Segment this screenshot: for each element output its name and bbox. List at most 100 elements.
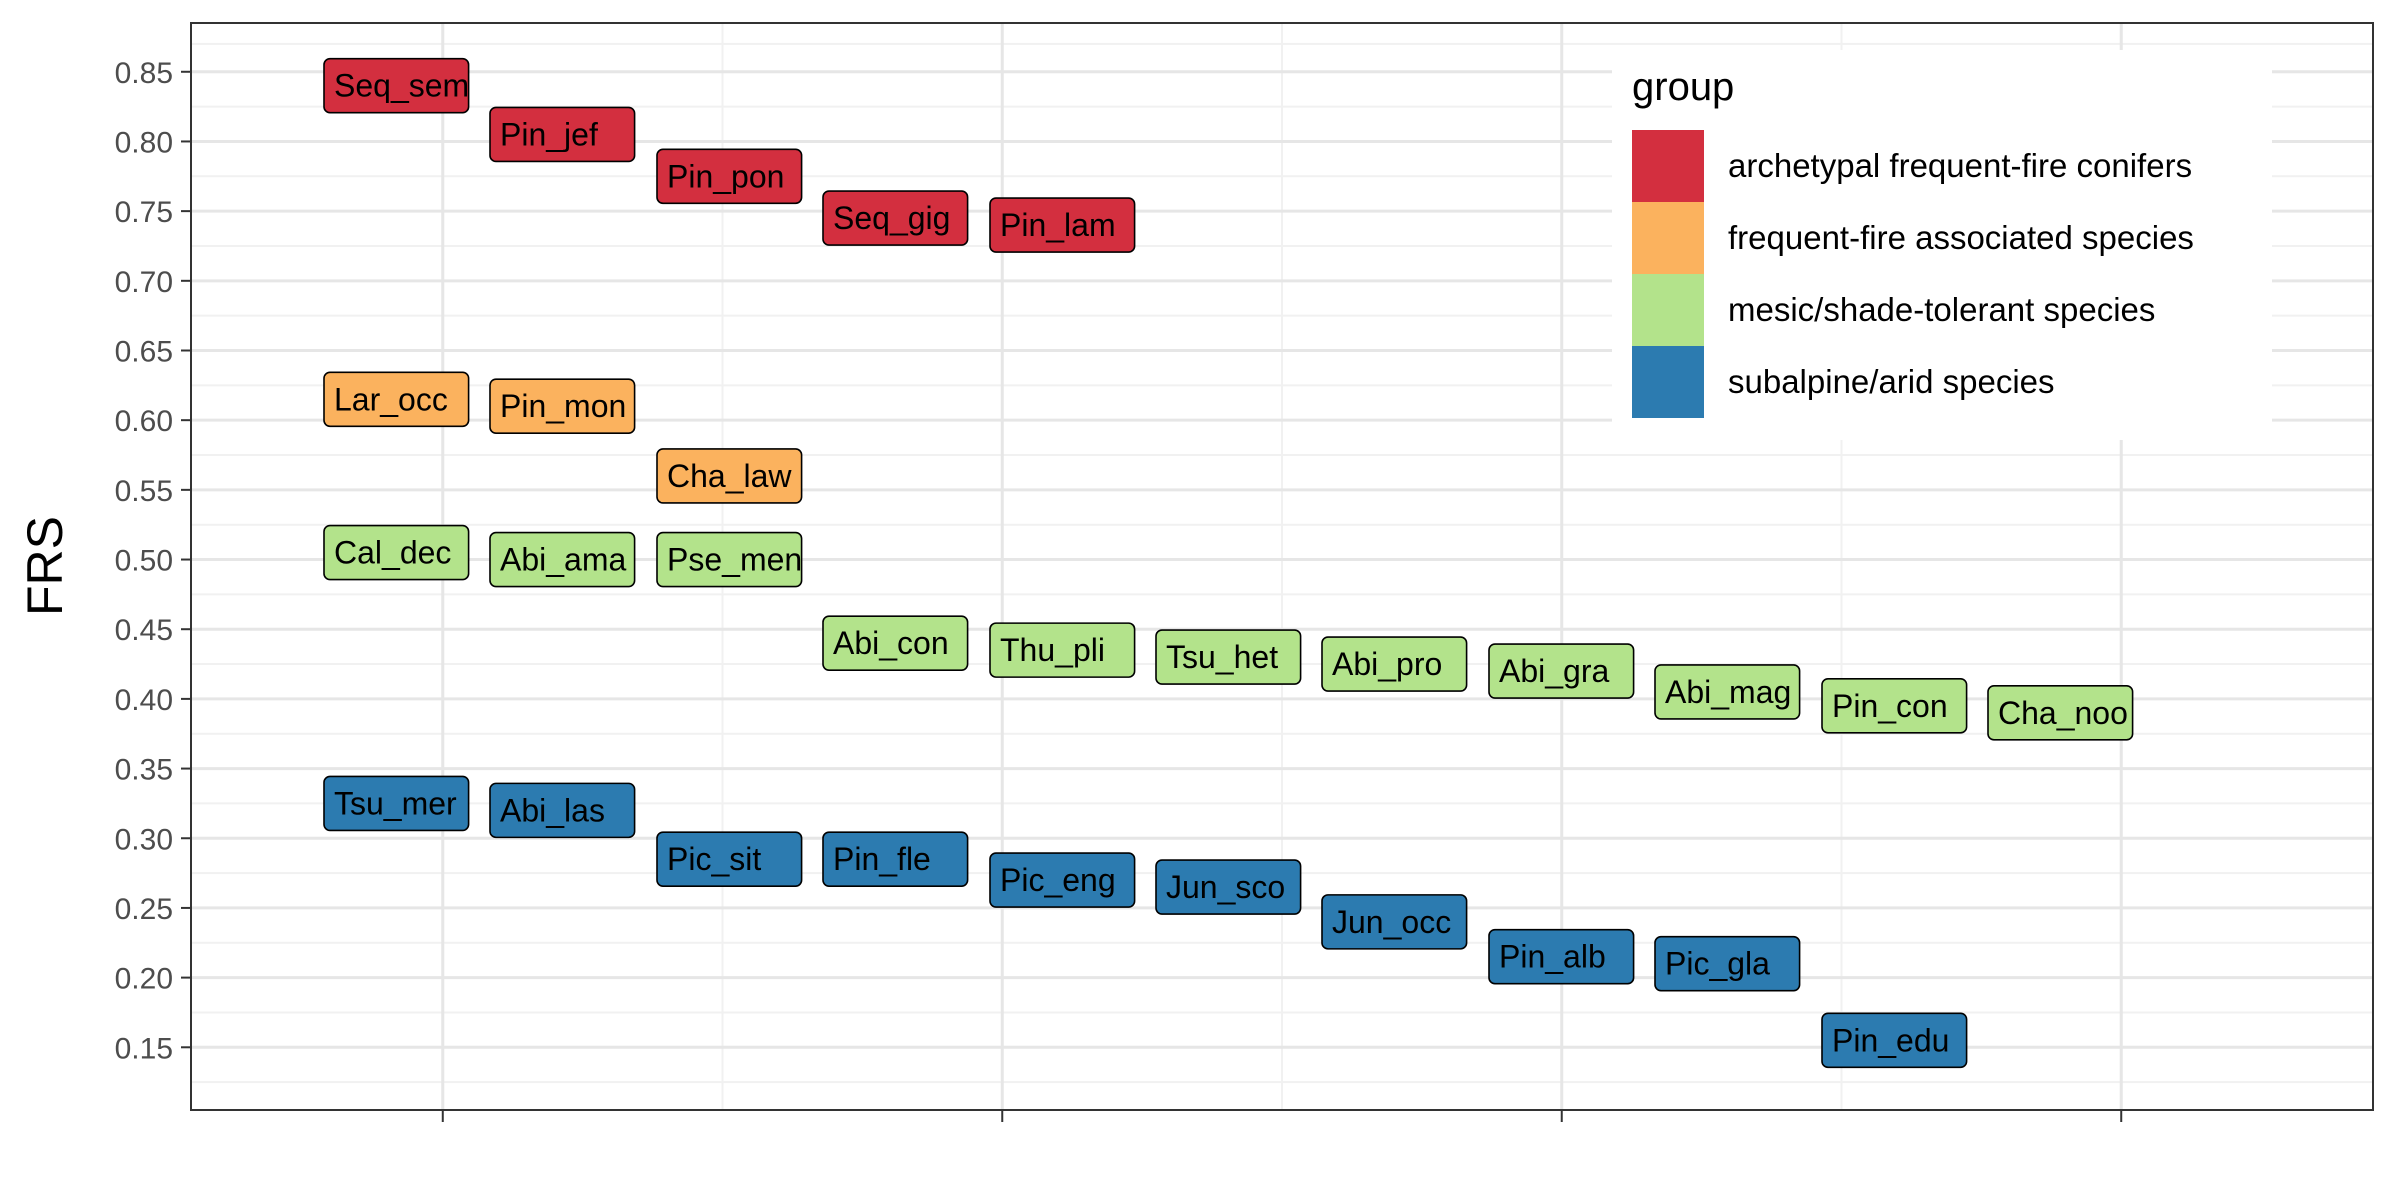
species-label-text: Jun_occ	[1332, 904, 1451, 940]
species-label: Pin_con	[1821, 678, 1968, 734]
species-label: Pic_gla	[1654, 935, 1801, 992]
species-label-text: Pse_men	[667, 542, 802, 578]
species-label: Cha_law	[656, 448, 803, 504]
species-label: Cal_dec	[323, 524, 470, 581]
species-label: Jun_occ	[1321, 894, 1468, 950]
species-label-box	[1155, 859, 1302, 915]
species-label: Lar_occ	[323, 371, 470, 428]
species-label-box	[1654, 935, 1801, 992]
legend-title: group	[1632, 65, 1734, 109]
species-label-box	[656, 531, 803, 588]
species-label: Pin_lam	[989, 197, 1136, 253]
species-label: Abi_mag	[1654, 664, 1801, 720]
species-label-box	[656, 448, 803, 504]
species-label-text: Pic_gla	[1665, 946, 1770, 982]
species-label-text: Abi_ama	[500, 542, 627, 578]
species-label-text: Pin_edu	[1832, 1022, 1949, 1058]
y-tick-label: 0.15	[115, 1032, 173, 1065]
y-tick-label: 0.55	[115, 475, 173, 508]
species-label: Tsu_mer	[323, 775, 470, 832]
species-label-text: Cha_noo	[1998, 695, 2128, 731]
species-label-box	[323, 524, 470, 581]
species-label: Seq_gig	[822, 190, 969, 246]
y-tick-label: 0.80	[115, 126, 173, 159]
species-label: Pin_mon	[489, 378, 636, 435]
legend-entry-label: mesic/shade-tolerant species	[1728, 291, 2155, 328]
species-label-box	[1987, 685, 2134, 741]
legend-entries: archetypal frequent-fire conifers frequen…	[1632, 130, 2194, 418]
axis-ticks: 0.15 0.20 0.25 0.30 0.35 0.40 0.45 0.50 0.55 0.60…	[115, 57, 2123, 1122]
species-label-box	[323, 371, 470, 428]
species-label-text: Thu_pli	[1000, 632, 1105, 668]
species-label: Jun_sco	[1155, 859, 1302, 915]
species-label-text: Pin_fle	[833, 841, 931, 877]
y-tick-label: 0.50	[115, 545, 173, 578]
species-label-box	[489, 531, 636, 588]
species-label-text: Seq_gig	[833, 200, 950, 236]
species-labels: Seq_sem Pin_jef Pin_pon Seq_gig Pin_lam Lar_o…	[323, 57, 2134, 1069]
species-label-box	[1821, 678, 1968, 734]
legend-background	[1612, 50, 2272, 440]
species-label: Abi_con	[822, 615, 969, 671]
species-label-text: Pin_jef	[500, 116, 598, 152]
species-label: Pic_sit	[656, 831, 803, 887]
species-label-text: Abi_las	[500, 792, 605, 828]
species-label-box	[989, 197, 1136, 253]
species-label: Abi_las	[489, 782, 636, 839]
species-label-text: Pic_eng	[1000, 862, 1116, 898]
legend-key	[1632, 346, 1704, 418]
y-axis-title: FRS	[17, 516, 73, 616]
y-tick-label: 0.35	[115, 754, 173, 787]
species-label-box	[489, 782, 636, 839]
species-label: Pin_pon	[656, 148, 803, 205]
species-label-box	[1321, 894, 1468, 950]
legend-entry-label: archetypal frequent-fire conifers	[1728, 147, 2192, 184]
species-label-text: Tsu_mer	[334, 785, 457, 821]
species-label: Seq_sem	[323, 57, 470, 114]
y-tick-label: 0.40	[115, 684, 173, 717]
species-label-box	[1155, 629, 1302, 685]
y-tick-label: 0.85	[115, 57, 173, 90]
species-label: Pic_eng	[989, 852, 1136, 908]
species-label: Abi_ama	[489, 531, 636, 588]
y-tick-label: 0.75	[115, 196, 173, 229]
y-tick-label: 0.60	[115, 405, 173, 438]
species-label: Pin_alb	[1488, 928, 1635, 985]
species-label-text: Abi_gra	[1499, 653, 1610, 689]
species-label-text: Seq_sem	[334, 68, 469, 104]
species-label-text: Abi_con	[833, 625, 949, 661]
legend-entry-label: subalpine/arid species	[1728, 363, 2055, 400]
plot-panel-border	[190, 22, 2374, 1111]
y-tick-label: 0.20	[115, 963, 173, 996]
species-label-box	[323, 57, 470, 114]
species-label-box	[822, 190, 969, 246]
species-label-box	[656, 148, 803, 205]
species-label-box	[989, 622, 1136, 678]
legend-key	[1632, 274, 1704, 346]
species-label-box	[323, 775, 470, 832]
species-label-text: Cha_law	[667, 458, 792, 494]
species-label-box	[656, 831, 803, 887]
legend-key	[1632, 130, 1704, 202]
species-label-text: Abi_mag	[1665, 674, 1791, 710]
species-label-text: Pin_lam	[1000, 207, 1116, 243]
species-label-text: Pin_pon	[667, 158, 784, 194]
species-label: Tsu_het	[1155, 629, 1302, 685]
y-tick-label: 0.65	[115, 335, 173, 368]
species-label: Cha_noo	[1987, 685, 2134, 741]
species-label-box	[1821, 1012, 1968, 1069]
species-label: Thu_pli	[989, 622, 1136, 678]
species-label: Pin_jef	[489, 106, 636, 163]
species-label: Abi_pro	[1321, 636, 1468, 692]
species-label-box	[1488, 643, 1635, 699]
species-label-text: Cal_dec	[334, 535, 451, 571]
y-tick-label: 0.25	[115, 893, 173, 926]
species-label-text: Abi_pro	[1332, 646, 1442, 682]
species-label: Pin_edu	[1821, 1012, 1968, 1069]
legend-entry-label: frequent-fire associated species	[1728, 219, 2194, 256]
species-label-text: Pic_sit	[667, 841, 761, 877]
species-label-box	[1321, 636, 1468, 692]
species-label-text: Tsu_het	[1166, 639, 1278, 675]
species-label-text: Jun_sco	[1166, 869, 1285, 905]
